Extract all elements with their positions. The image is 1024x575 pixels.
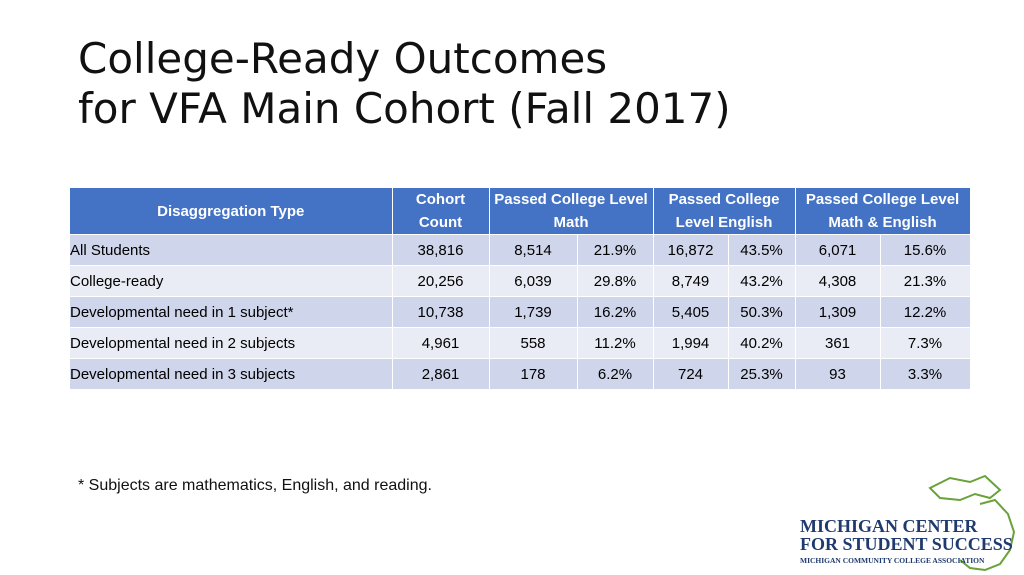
table-cell: 724 [653, 358, 729, 389]
table-cell: 21.9% [577, 234, 654, 266]
table-cell: 6,071 [795, 234, 881, 266]
table-row: Developmental need in 3 subjects 2,861 178… [70, 358, 971, 389]
title-line: College-Ready Outcomes [78, 34, 608, 83]
table-cell: 38,816 [392, 234, 490, 266]
row-label: Developmental need in 1 subject* [70, 296, 393, 328]
table-cell: 7.3% [880, 327, 971, 359]
table-cell: 15.6% [880, 234, 971, 266]
table-cell: 6.2% [577, 358, 654, 389]
table-cell: 558 [489, 327, 578, 359]
table-cell: 12.2% [880, 296, 971, 328]
logo-map [928, 474, 1016, 572]
table-cell: 21.3% [880, 265, 971, 297]
header-cell: Passed College Level Math [489, 188, 654, 235]
table-cell: 25.3% [728, 358, 796, 389]
lower-peninsula [959, 498, 1016, 572]
table-cell: 93 [795, 358, 881, 389]
table-row: All Students 38,816 8,514 21.9% 16,872 43.5% 6… [70, 234, 971, 266]
table-cell: 4,961 [392, 327, 490, 359]
logo-line: MICHIGAN COMMUNITY COLLEGE ASSOCIATION [800, 556, 985, 565]
header-cell: Disaggregation Type [70, 188, 393, 235]
table-row: Developmental need in 1 subject* 10,738 1,… [70, 296, 971, 328]
outcomes-table: Disaggregation Type Cohort Count Passed Co… [70, 188, 971, 389]
header-cell: Cohort Count [392, 188, 490, 235]
table-cell: 16.2% [577, 296, 654, 328]
table-cell: 3.3% [880, 358, 971, 389]
table-cell: 16,872 [653, 234, 729, 266]
table-cell: 20,256 [392, 265, 490, 297]
table-cell: 10,738 [392, 296, 490, 328]
title-line: for VFA Main Cohort (Fall 2017) [78, 84, 731, 133]
table-cell: 8,749 [653, 265, 729, 297]
footnote: * Subjects are mathematics, English, and… [78, 477, 432, 494]
table-cell: 43.2% [728, 265, 796, 297]
header-cell: Passed College Level Math & English [795, 188, 971, 235]
header-row: Disaggregation Type Cohort Count Passed Co… [70, 188, 971, 235]
row-label: College-ready [70, 265, 393, 297]
table-cell: 1,309 [795, 296, 881, 328]
table-cell: 361 [795, 327, 881, 359]
header-cell: Passed College Level English [653, 188, 796, 235]
table-row: College-ready 20,256 6,039 29.8% 8,749 43.2% 4… [70, 265, 971, 297]
slide-title: College-Ready Outcomes for VFA Main Coho… [78, 34, 731, 134]
table-cell: 40.2% [728, 327, 796, 359]
row-label: All Students [70, 234, 393, 266]
row-label: Developmental need in 3 subjects [70, 358, 393, 389]
table-cell: 1,994 [653, 327, 729, 359]
logo-line: FOR STUDENT SUCCESS [800, 534, 1013, 554]
table-body: All Students 38,816 8,514 21.9% 16,872 43.5% 6… [70, 234, 971, 389]
table-cell: 8,514 [489, 234, 578, 266]
table-cell: 2,861 [392, 358, 490, 389]
row-label: Developmental need in 2 subjects [70, 327, 393, 359]
table-cell: 5,405 [653, 296, 729, 328]
table-cell: 4,308 [795, 265, 881, 297]
logo: MICHIGAN CENTER FOR STUDENT SUCCESS MICH… [800, 470, 1024, 575]
table-cell: 50.3% [728, 296, 796, 328]
upper-peninsula [928, 474, 1002, 502]
table-cell: 29.8% [577, 265, 654, 297]
table-cell: 11.2% [577, 327, 654, 359]
table-cell: 43.5% [728, 234, 796, 266]
table-cell: 6,039 [489, 265, 578, 297]
logo-line: MICHIGAN CENTER [800, 516, 978, 536]
table-cell: 1,739 [489, 296, 578, 328]
table-row: Developmental need in 2 subjects 4,961 558… [70, 327, 971, 359]
table-cell: 178 [489, 358, 578, 389]
